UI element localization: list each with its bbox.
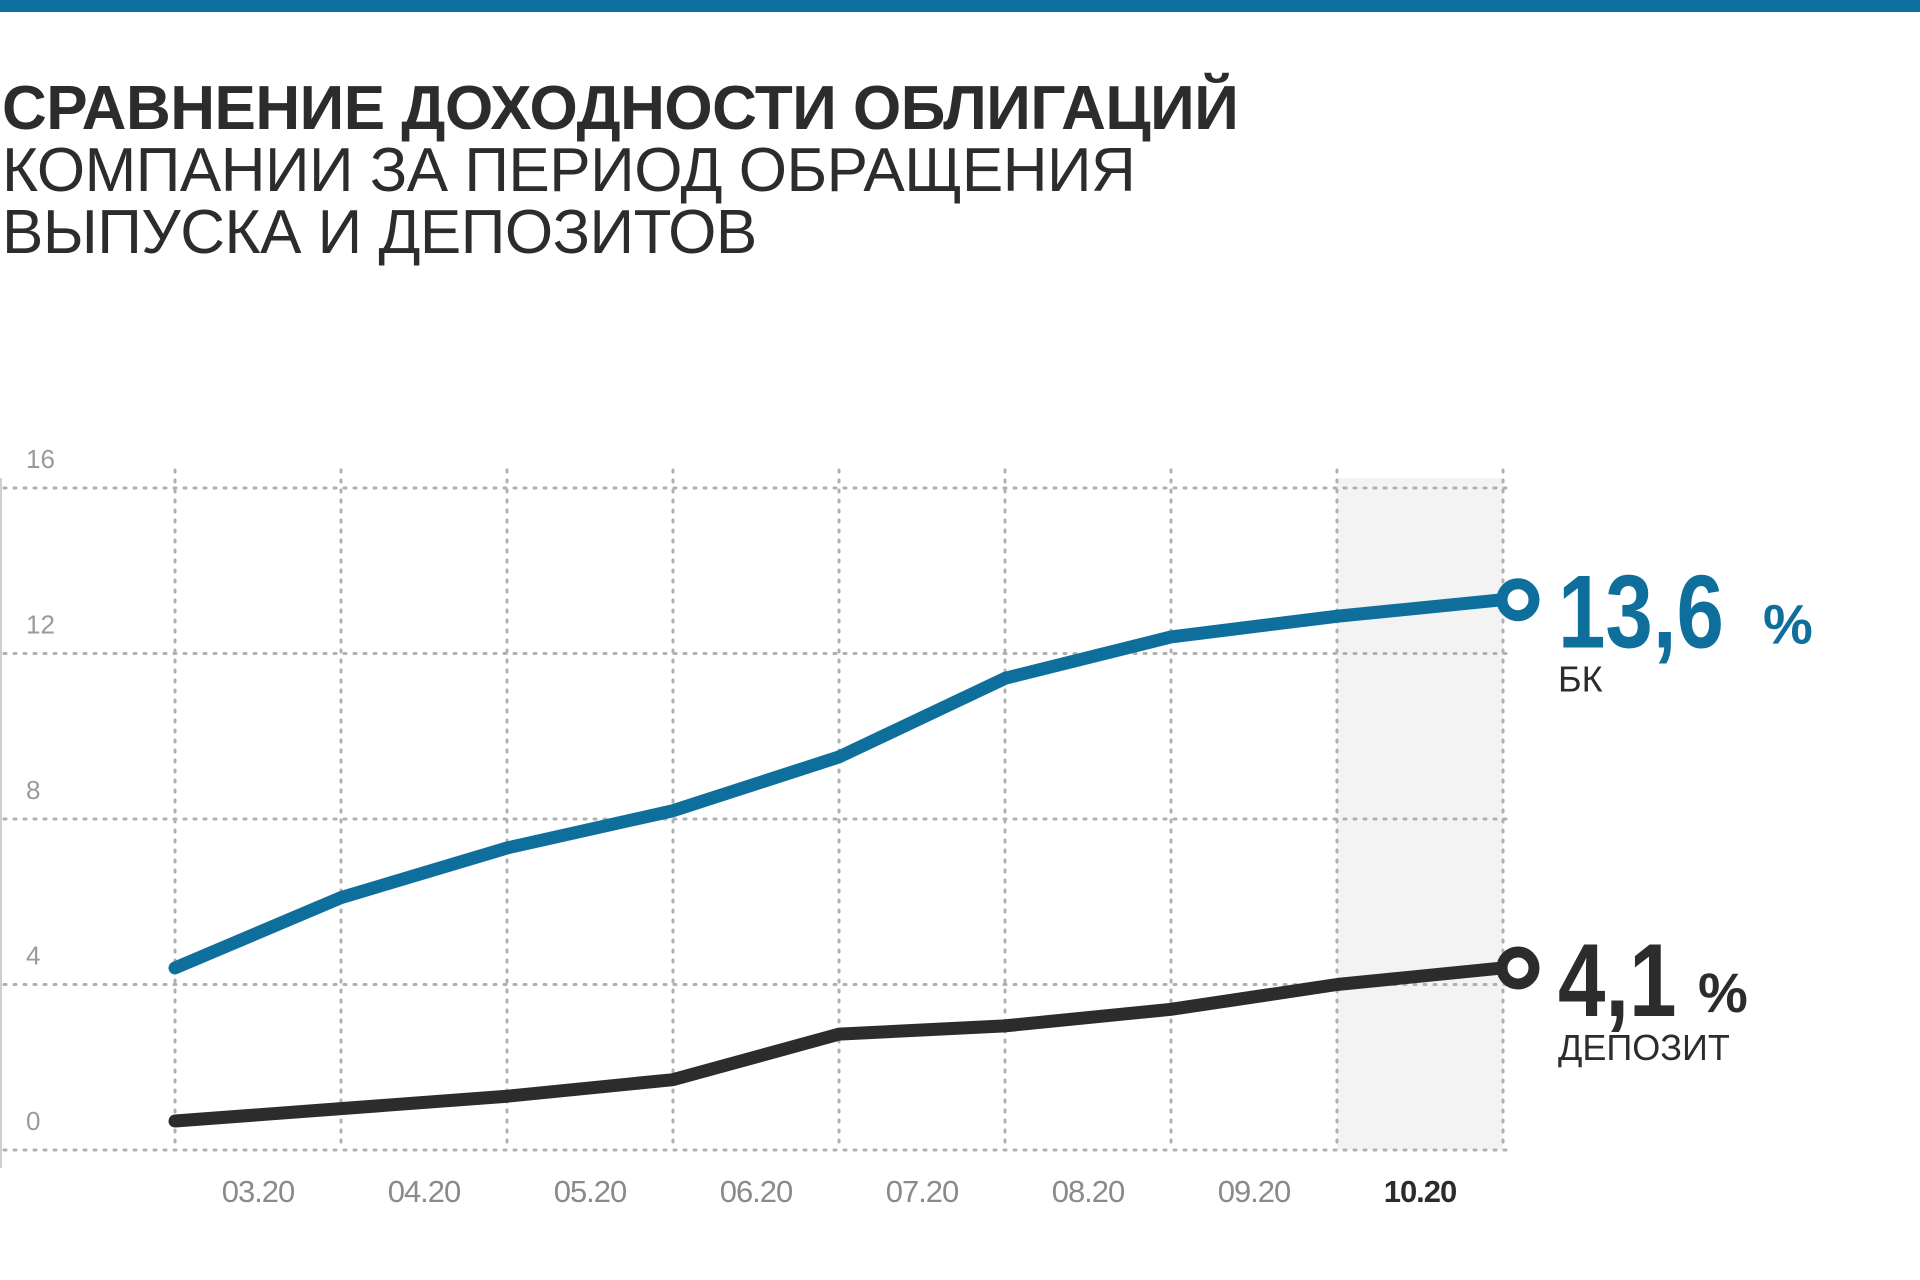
x-tick-label: 04.20: [388, 1174, 461, 1209]
series-line: [168, 593, 1510, 975]
end-value-label: 13,6: [1558, 555, 1724, 671]
y-tick-label: 0: [26, 1106, 40, 1136]
chart-title: СРАВНЕНИЕ ДОХОДНОСТИ ОБЛИГАЦИЙ КОМПАНИИ …: [2, 74, 1239, 267]
series-name-label: ДЕПОЗИТ: [1558, 1027, 1730, 1068]
y-tick-label: 4: [26, 941, 40, 971]
end-value-label: 4,1: [1558, 923, 1677, 1039]
title-line-bold: СРАВНЕНИЕ ДОХОДНОСТИ ОБЛИГАЦИЙ: [2, 74, 1239, 143]
x-tick-label: 05.20: [554, 1174, 627, 1209]
title-line-2: КОМПАНИИ ЗА ПЕРИОД ОБРАЩЕНИЯ: [2, 136, 1136, 205]
series-name-label: БК: [1558, 659, 1603, 700]
top-accent-bar: [0, 0, 1920, 12]
x-tick-label: 09.20: [1218, 1174, 1291, 1209]
title-line-3: ВЫПУСКА И ДЕПОЗИТОВ: [2, 198, 757, 267]
y-tick-label: 16: [26, 444, 55, 474]
x-tick-label: 10.20: [1384, 1174, 1457, 1209]
x-tick-label: 07.20: [886, 1174, 959, 1209]
y-tick-label: 8: [26, 775, 40, 805]
series-line: [168, 961, 1510, 1128]
end-unit-label: %: [1698, 961, 1748, 1024]
y-tick-label: 12: [26, 610, 55, 640]
highlight-column: [1337, 478, 1503, 1150]
x-tick-label: 03.20: [222, 1174, 295, 1209]
x-tick-label: 08.20: [1052, 1174, 1125, 1209]
x-tick-label: 06.20: [720, 1174, 793, 1209]
end-marker: [1496, 946, 1540, 990]
end-unit-label: %: [1763, 593, 1813, 656]
end-marker: [1496, 578, 1540, 622]
